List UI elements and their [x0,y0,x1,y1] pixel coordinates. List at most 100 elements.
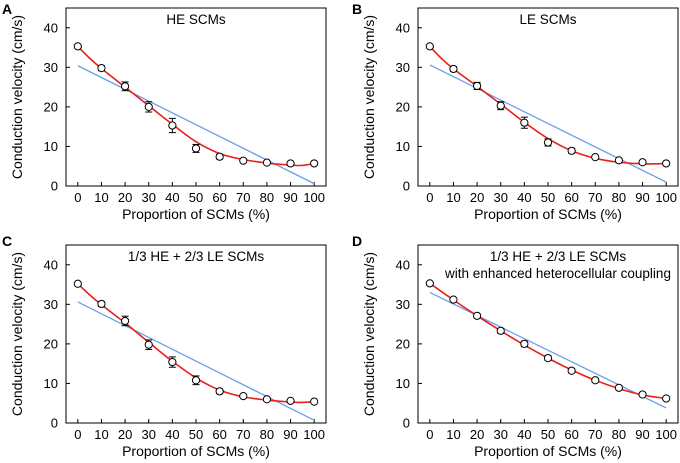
data-point [449,64,458,74]
x-tick-label: 20 [118,190,132,205]
x-tick-label: 20 [470,190,484,205]
data-point [286,396,295,405]
panel-a: A HE SCMs Proportion of SCMs (%) Conduct… [2,1,327,222]
y-tick-label: 0 [403,179,410,194]
plot-frame [417,7,679,187]
data-point [543,138,553,147]
x-axis-label: Proportion of SCMs (%) [122,206,270,222]
x-tick-label: 50 [541,427,555,442]
plot-frame [65,7,327,187]
data-point [638,158,647,167]
x-tick-label: 20 [470,427,484,442]
x-axis-label: Proportion of SCMs (%) [122,443,270,459]
data-point [262,158,272,167]
y-tick-label: 0 [403,416,410,431]
data-point [239,156,248,165]
data-point [191,144,201,153]
x-tick-label: 50 [541,190,555,205]
y-tick-label: 30 [44,60,58,75]
x-tick-label: 70 [588,427,602,442]
x-tick-label: 90 [283,190,297,205]
plot-frame [65,244,327,424]
x-tick-label: 10 [446,190,460,205]
data-point [144,340,153,349]
data-point [614,156,624,165]
x-tick-label: 70 [588,190,602,205]
x-tick-label: 60 [212,190,226,205]
data-point [97,64,106,73]
y-tick-label: 30 [396,60,410,75]
data-point [662,159,671,168]
data-point [73,42,82,51]
data-point [168,357,177,367]
linear-fit-line [429,291,667,409]
data-point [73,279,82,288]
x-tick-label: 40 [165,427,179,442]
panel-c: C 1/3 HE + 2/3 LE SCMs Proportion of SCM… [2,233,327,459]
x-tick-label: 90 [283,427,297,442]
data-point [472,311,482,320]
data-point [520,118,529,127]
data-point [425,279,434,288]
y-tick-label: 0 [51,179,58,194]
linear-fit-line [77,65,315,185]
data-point [496,326,505,335]
panel-title: LE SCMs [519,12,576,27]
x-tick-label: 90 [635,427,649,442]
x-tick-label: 40 [517,190,531,205]
y-tick-label: 40 [44,257,58,272]
panel-letter: B [352,1,362,17]
y-tick-label: 30 [396,297,410,312]
x-tick-label: 60 [564,427,578,442]
data-point [472,81,482,91]
x-tick-label: 50 [189,190,203,205]
panel-title: HE SCMs [166,12,226,27]
data-point [614,383,624,392]
x-tick-label: 90 [635,190,649,205]
x-tick-label: 30 [493,190,507,205]
panel-d: D 1/3 HE + 2/3 LE SCMs with enhanced het… [352,233,679,459]
data-point [144,102,153,111]
x-tick-label: 80 [612,427,626,442]
data-point [168,121,177,130]
data-point [567,366,576,375]
y-tick-label: 40 [396,20,410,35]
data-point [215,387,224,396]
y-tick-label: 40 [44,20,58,35]
linear-fit-line [429,64,667,183]
y-tick-label: 40 [396,257,410,272]
data-point [239,392,248,401]
x-tick-label: 10 [446,427,460,442]
data-point [120,316,130,326]
data-point [662,394,671,403]
x-axis-label: Proportion of SCMs (%) [474,443,622,459]
x-tick-label: 0 [74,190,81,205]
panel-letter: A [2,1,12,17]
x-tick-label: 0 [74,427,81,442]
panel-title: 1/3 HE + 2/3 LE SCMs [490,249,626,264]
data-point [449,295,458,304]
x-tick-label: 80 [260,190,274,205]
x-tick-label: 40 [517,427,531,442]
x-tick-label: 80 [612,190,626,205]
panel-letter: C [2,233,12,249]
y-axis-label: Conduction velocity (cm/s) [361,252,377,416]
data-point [310,159,319,168]
y-tick-label: 10 [396,376,410,391]
y-tick-label: 30 [44,297,58,312]
y-tick-label: 0 [51,416,58,431]
data-point [496,101,505,110]
x-tick-label: 100 [303,190,325,205]
data-point [591,153,600,162]
x-tick-label: 0 [426,427,433,442]
y-axis-label: Conduction velocity (cm/s) [9,15,25,179]
x-tick-label: 70 [236,190,250,205]
x-tick-label: 20 [118,427,132,442]
linear-fit-line [77,301,315,421]
data-point [120,82,130,91]
x-tick-label: 70 [236,427,250,442]
x-tick-label: 10 [94,190,108,205]
panel-subtitle: with enhanced heterocellular coupling [444,266,671,281]
y-tick-label: 10 [396,139,410,154]
